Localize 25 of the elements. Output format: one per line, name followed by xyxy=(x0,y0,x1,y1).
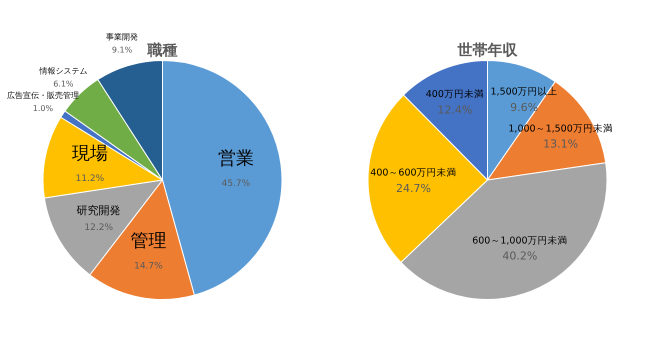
slice-label: 400万円未満 xyxy=(426,88,484,100)
data-label: 11.2% xyxy=(76,174,105,184)
slice-label: 600～1,000万円未満 xyxy=(472,234,568,246)
data-label: 24.7% xyxy=(396,182,431,195)
slice-label: 管理 xyxy=(130,230,166,252)
slice-label: 情報システム xyxy=(38,66,88,76)
data-label: 40.2% xyxy=(502,250,538,263)
slice-label: 研究開発 xyxy=(76,204,121,217)
data-label: 14.7% xyxy=(134,262,164,272)
data-label: 6.1% xyxy=(53,79,74,88)
slice-label: 現場 xyxy=(72,143,108,164)
chart-title: 世帯年収 xyxy=(456,40,518,59)
data-label: 1.0% xyxy=(32,104,54,113)
slice-label: 400～600万円未満 xyxy=(370,166,457,179)
slice-label: 1,500万円以上 xyxy=(490,86,558,98)
slice-label: 営業 xyxy=(218,148,254,169)
data-label: 12.4% xyxy=(437,104,472,117)
data-label: 45.7% xyxy=(222,178,251,189)
slice-label: 事業開発 xyxy=(106,32,138,42)
data-label: 9.1% xyxy=(112,46,133,54)
data-label: 13.1% xyxy=(543,138,578,151)
data-label: 12.2% xyxy=(84,223,114,234)
text: 職種 xyxy=(146,40,178,59)
slice-label: 広告宣伝・販売管理 xyxy=(6,91,79,100)
data-label: 9.6% xyxy=(510,100,538,114)
